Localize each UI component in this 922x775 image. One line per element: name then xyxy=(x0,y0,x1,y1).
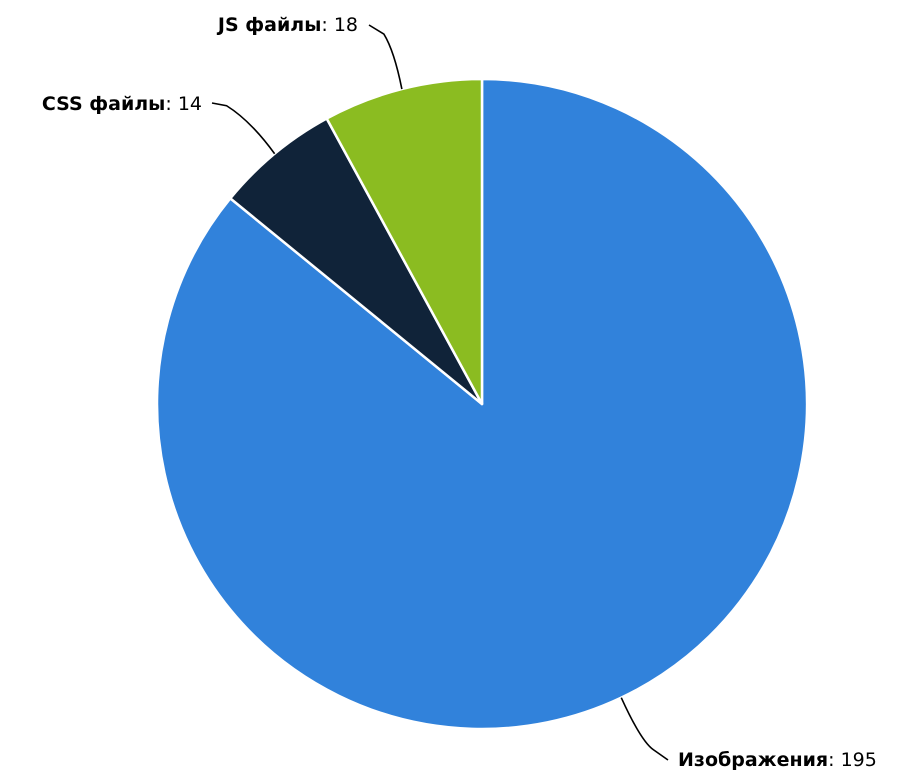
connectors-layer xyxy=(211,24,669,761)
pie-slice-3[interactable] xyxy=(325,77,484,406)
connector-line-2 xyxy=(211,102,276,155)
data-label-name: JS файлы xyxy=(216,14,321,36)
connector-line-1 xyxy=(620,697,669,761)
data-label-name: Изображения xyxy=(678,749,828,771)
data-label-3: JS файлы: 18 xyxy=(216,14,358,36)
data-label-value: : 18 xyxy=(321,14,358,36)
data-label-2: CSS файлы: 14 xyxy=(42,93,202,115)
pie-slice-2[interactable] xyxy=(229,117,484,406)
connector-line-3 xyxy=(368,24,403,90)
data-label-value: : 14 xyxy=(165,93,202,115)
slices-layer xyxy=(155,77,809,731)
data-label-value: : 195 xyxy=(828,749,877,771)
data-label-name: CSS файлы xyxy=(42,93,166,115)
data-label-1: Изображения: 195 xyxy=(678,749,877,771)
